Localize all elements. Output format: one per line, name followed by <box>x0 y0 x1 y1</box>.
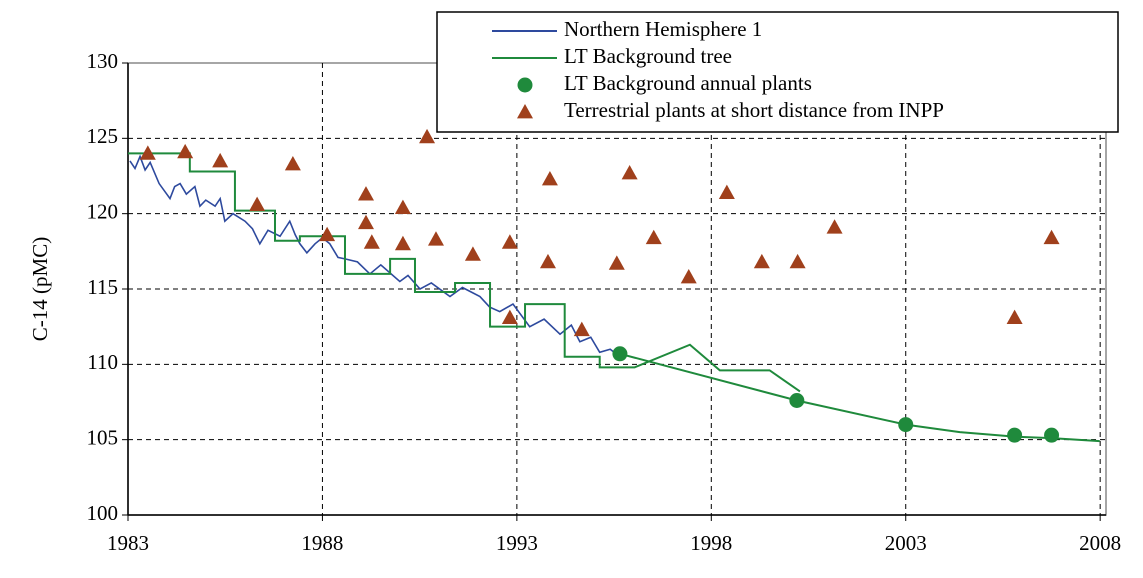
triangle-marker <box>363 234 380 249</box>
triangle-marker <box>394 199 411 215</box>
triangle-marker <box>139 145 156 160</box>
x-tick-label: 2008 <box>1079 531 1121 555</box>
legend-label: LT Background tree <box>564 44 732 68</box>
x-tick-label: 1993 <box>496 531 538 555</box>
y-tick-label: 115 <box>87 275 118 299</box>
y-axis-label: C-14 (pMC) <box>28 237 52 341</box>
triangle-marker <box>394 235 411 251</box>
x-tick-label: 1998 <box>690 531 732 555</box>
triangle-marker <box>1006 309 1023 325</box>
triangle-marker <box>249 196 266 212</box>
triangle-marker <box>464 246 481 261</box>
y-tick-label: 125 <box>87 124 119 148</box>
circle-marker <box>789 392 805 408</box>
triangle-marker <box>608 255 625 270</box>
y-tick-label: 130 <box>87 49 119 73</box>
triangle-marker <box>1043 229 1060 245</box>
triangle-marker <box>284 155 301 171</box>
y-tick-label: 110 <box>87 350 118 374</box>
triangle-marker <box>319 226 336 242</box>
legend-label: Terrestrial plants at short distance fro… <box>564 98 944 122</box>
y-tick-label: 120 <box>87 199 119 223</box>
y-tick-label: 100 <box>87 501 119 525</box>
triangle-marker <box>357 186 374 201</box>
triangle-marker <box>789 253 806 269</box>
circle-marker <box>898 417 914 433</box>
triangle-marker <box>753 253 770 269</box>
triangle-marker <box>718 184 735 199</box>
legend-label: LT Background annual plants <box>564 71 812 95</box>
circle-marker <box>1044 427 1060 443</box>
triangle-marker <box>501 309 518 325</box>
x-tick-label: 1988 <box>301 531 343 555</box>
triangle-marker <box>573 321 590 337</box>
triangle-marker <box>177 143 194 159</box>
triangle-marker <box>419 128 436 144</box>
legend: Northern Hemisphere 1 LT Background tree L… <box>436 11 1119 133</box>
legend-label: Northern Hemisphere 1 <box>564 17 762 41</box>
triangle-marker <box>357 214 374 230</box>
triangle-marker <box>539 253 556 269</box>
triangle-marker <box>212 152 229 168</box>
x-tick-label: 2003 <box>885 531 927 555</box>
triangle-marker <box>645 229 662 245</box>
triangle-marker <box>621 164 638 180</box>
circle-marker <box>1007 427 1023 443</box>
y-tick-label: 105 <box>87 425 119 449</box>
triangle-marker <box>501 234 518 249</box>
circle-marker <box>612 346 628 362</box>
triangle-marker <box>427 231 444 246</box>
legend-swatch <box>517 77 533 93</box>
legend-swatch <box>517 104 533 119</box>
x-tick-label: 1983 <box>107 531 149 555</box>
series-line <box>129 154 621 358</box>
triangle-marker <box>680 268 697 284</box>
triangle-marker <box>541 171 558 186</box>
triangle-marker <box>826 219 843 234</box>
